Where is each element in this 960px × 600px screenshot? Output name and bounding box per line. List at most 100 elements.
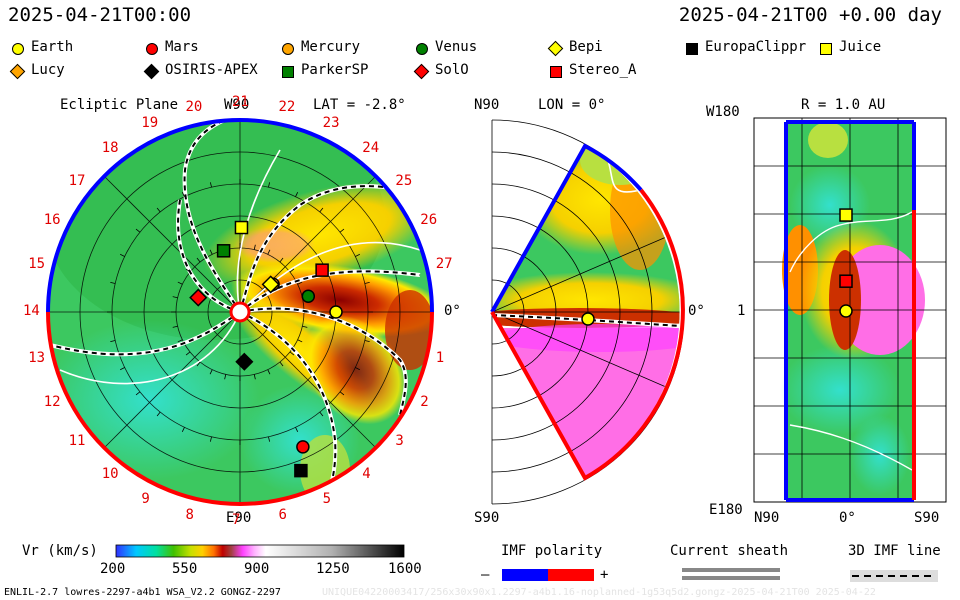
grid-tick [181,191,185,197]
imf-title: IMF polarity [501,543,603,559]
colorbar-tick: 1600 [388,561,422,577]
grid-tick [172,325,178,328]
grid-tick [297,281,303,285]
grid-tick [279,257,284,263]
carrington-label: 17 [68,172,86,189]
carrington-label: 19 [141,114,159,131]
body-marker-mars [296,440,310,454]
imf-plus: + [600,567,609,583]
carrington-label: 11 [68,433,86,450]
carrington-label: 4 [362,466,371,483]
grid-tick [268,436,270,442]
left-timestamp: 2025-04-21T00:00 [8,4,192,26]
ecliptic-panel [46,118,434,506]
carrington-label: 23 [322,114,340,131]
carrington-label: 2 [420,393,429,410]
imf3d-title: 3D IMF line [848,543,941,559]
grid-tick [177,339,183,343]
radial-mid: 1 [737,303,746,319]
radial-panel [753,117,947,503]
ecliptic-w90: W90 [224,97,250,113]
grid-tick [268,182,270,188]
imf-minus: – [481,567,490,583]
legend-label-parkersp: ParkerSP [301,62,369,78]
grid-tick [355,253,361,257]
legend-label-venus: Venus [435,39,478,55]
grid-tick [119,253,125,257]
colorbar [115,544,405,558]
body-marker-osiris-apex [235,352,254,371]
carrington-label: 26 [420,212,438,229]
carrington-label: 6 [278,506,287,523]
grid-tick [156,411,161,417]
grid-tick [209,369,213,375]
ecliptic-title: Ecliptic Plane [60,97,179,113]
carrington-label: 9 [141,491,150,508]
carrington-label: 1 [435,349,445,366]
legend-label-solo: SolO [435,62,469,78]
body-marker-juice [234,220,249,235]
carrington-label: 24 [362,139,380,156]
legend-label-stereo_a: Stereo_A [569,62,637,78]
grid-tick [110,282,116,284]
grid-tick [209,249,213,255]
legend-label-lucy: Lucy [31,62,65,78]
colorbar-tick: 550 [172,561,198,577]
grid-tick [302,325,308,328]
grid-tick [267,249,271,255]
grid-tick [110,340,116,342]
grid-tick [210,182,212,188]
grid-tick [156,207,161,213]
carrington-label: 10 [101,466,119,483]
meridional-0deg: 0° [688,303,705,319]
carrington-label: 16 [43,212,61,229]
radial-x-n90: N90 [754,510,780,526]
grid-tick [339,391,345,396]
imf-negative-bar [502,569,548,581]
legend-label-europaclippr: EuropaClippr [705,39,807,55]
right-timestamp: 2025-04-21T00 +0.00 day [678,4,942,26]
carrington-label: 20 [185,99,203,116]
legend-label-mars: Mars [165,39,199,55]
ecliptic-0deg: 0° [444,303,461,319]
carrington-label: 3 [395,433,404,450]
grid-tick [364,282,370,284]
carrington-label: 5 [322,491,332,508]
legend-marker-venus [416,43,428,55]
ecliptic-e90: E90 [226,510,252,526]
footer-right: UNIQUE04220003417/256x30x90x1.2297-a4b1.… [322,587,876,598]
carrington-label: 15 [28,256,46,273]
body-marker-stereo_a [315,263,329,277]
meridional-n90: N90 [474,97,500,113]
radial-x-0: 0° [839,510,856,526]
grid-tick [295,427,299,433]
body-marker-earth [329,305,343,319]
carrington-label: 8 [185,506,194,523]
radial-w180: W180 [706,104,740,120]
carrington-label: 14 [23,303,40,319]
grid-tick [185,268,191,273]
legend-label-osiris-apex: OSIRIS-APEX [165,62,258,78]
body-marker-parkersp [216,244,231,258]
carrington-label: 25 [395,172,413,189]
carrington-label: 21 [232,94,249,110]
grid-tick [253,374,256,380]
legend-marker-earth [12,43,24,55]
grid-tick [135,391,141,396]
body-marker-europaclippr [294,463,308,478]
body-marker-juice [839,208,853,222]
grid-tick [289,268,295,273]
sheath-title: Current sheath [670,543,789,559]
grid-tick [224,374,227,380]
grid-tick [267,369,271,375]
grid-tick [364,340,370,342]
grid-tick [319,207,324,213]
grid-tick [297,339,303,343]
carrington-label: 27 [435,256,453,273]
legend-label-mercury: Mercury [301,39,361,55]
body-marker-solo [189,288,208,307]
legend-marker-parkersp [282,66,294,78]
grid-tick [185,351,191,356]
carrington-label: 18 [101,139,119,156]
